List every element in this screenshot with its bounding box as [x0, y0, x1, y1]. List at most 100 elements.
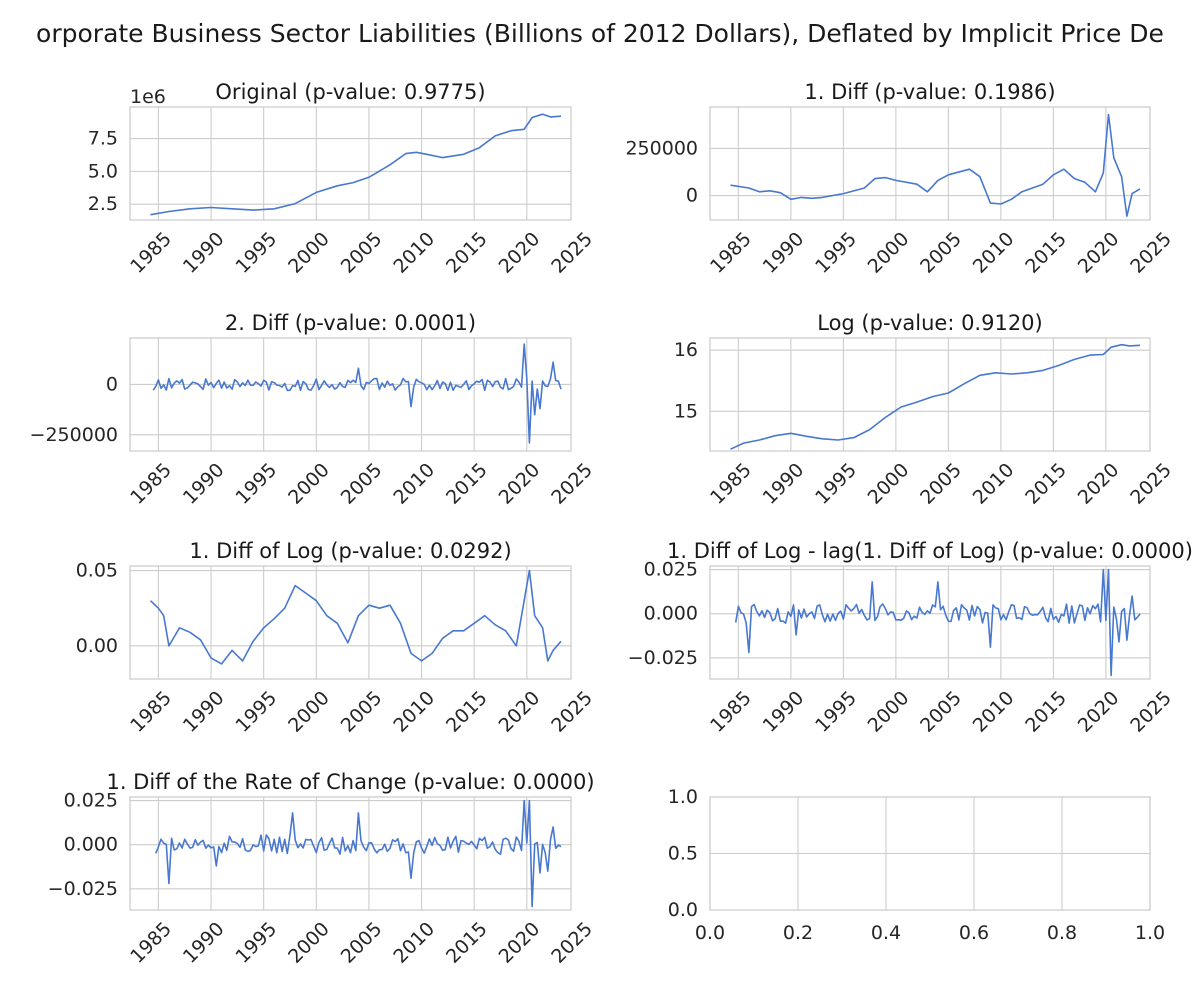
series-line [152, 343, 562, 444]
y-tick-label: 16 [674, 339, 698, 361]
y-tick-label: 0.00 [76, 635, 118, 657]
x-tick-label: 2010 [389, 687, 439, 737]
axes-frame [129, 565, 572, 680]
x-tick-label: 0.2 [783, 922, 813, 944]
x-tick-label: 1990 [759, 687, 809, 737]
y-tick-label: 0.000 [644, 603, 698, 625]
x-tick-label: 1985 [706, 459, 756, 509]
y-tick-label: 7.5 [88, 128, 118, 150]
x-tick-label: 2005 [337, 918, 387, 968]
x-tick-label: 1995 [231, 918, 281, 968]
axes-frame [709, 337, 1151, 452]
subplot-6: −0.025 0.000 0.025 1985 1990 1995 2000 2005 2010… [628, 539, 1193, 737]
series-line [155, 799, 562, 908]
x-tick-label: 0.6 [959, 922, 989, 944]
x-tick-label: 2005 [916, 687, 966, 737]
subplot-title: 2. Diff (p-value: 0.0001) [225, 311, 476, 335]
axes-frame [709, 106, 1151, 221]
x-tick-label: 1985 [126, 228, 176, 278]
y-tick-label: 0.0 [668, 899, 698, 921]
x-tick-label: 2015 [1021, 228, 1071, 278]
x-tick-label: 1985 [706, 687, 756, 737]
y-tick-label: −250000 [30, 424, 118, 446]
x-tick-label: 2005 [337, 459, 387, 509]
y-tick-label: 0.5 [668, 843, 698, 865]
subplot-3: −250000 0 1985 1990 1995 2000 2005 2010 2015 2020… [30, 311, 597, 509]
y-tick-label: 0.05 [76, 560, 118, 582]
x-tick-label: 0.4 [871, 922, 901, 944]
x-tick-label: 2015 [442, 459, 492, 509]
axes-frame [129, 796, 572, 911]
subplot-title: 1. Diff of Log - lag(1. Diff of Log) (p-… [667, 539, 1193, 563]
y-tick-label: 0 [686, 185, 698, 207]
x-tick-label: 2020 [495, 459, 545, 509]
x-tick-label: 1995 [811, 459, 861, 509]
x-tick-label: 2000 [284, 687, 334, 737]
x-tick-label: 2025 [1126, 228, 1176, 278]
x-tick-label: 2000 [284, 459, 334, 509]
subplot-7: −0.025 0.000 0.025 1985 1990 1995 2000 2005 2010… [48, 770, 597, 968]
series-line [149, 569, 562, 665]
subplot-2: 0 250000 1985 1990 1995 2000 2005 2010 2015 2020 2… [625, 80, 1175, 278]
x-tick-label: 2025 [547, 459, 597, 509]
x-tick-label: 1995 [231, 228, 281, 278]
y-tick-label: 0 [106, 373, 118, 395]
x-tick-label: 2010 [389, 228, 439, 278]
x-tick-label: 2025 [1126, 687, 1176, 737]
x-tick-label: 2025 [547, 918, 597, 968]
x-tick-label: 2005 [916, 228, 966, 278]
subplot-title: 1. Diff of Log (p-value: 0.0292) [189, 539, 511, 563]
y-tick-label: 1.0 [668, 786, 698, 808]
x-tick-label: 2000 [864, 228, 914, 278]
x-tick-label: 2010 [969, 228, 1019, 278]
x-tick-label: 1985 [126, 918, 176, 968]
x-tick-label: 1995 [231, 687, 281, 737]
x-tick-label: 1985 [126, 687, 176, 737]
x-tick-label: 2000 [864, 687, 914, 737]
x-tick-label: 1990 [179, 687, 229, 737]
x-tick-label: 1985 [706, 228, 756, 278]
subplot-4: 15 16 1985 1990 1995 2000 2005 2010 2015 2020 2025… [674, 311, 1176, 509]
y-tick-label: 5.0 [88, 160, 118, 182]
x-tick-label: 2005 [337, 687, 387, 737]
x-tick-label: 2020 [1074, 459, 1124, 509]
x-tick-label: 1985 [126, 459, 176, 509]
x-tick-label: 2000 [284, 228, 334, 278]
x-tick-label: 2025 [1126, 459, 1176, 509]
x-tick-label: 1995 [231, 459, 281, 509]
x-tick-label: 0.0 [695, 922, 725, 944]
axes-frame [129, 337, 572, 452]
x-tick-label: 2010 [389, 459, 439, 509]
subplot-title: 1. Diff (p-value: 0.1986) [804, 80, 1055, 104]
axes-frame [129, 106, 572, 221]
x-tick-label: 1990 [759, 459, 809, 509]
x-tick-label: 2000 [864, 459, 914, 509]
x-tick-label: 2025 [547, 687, 597, 737]
x-tick-label: 2020 [1074, 228, 1124, 278]
x-tick-label: 2010 [969, 687, 1019, 737]
figure-suptitle: orporate Business Sector Liabilities (Bi… [36, 19, 1164, 48]
x-tick-label: 1990 [179, 228, 229, 278]
subplot-title: Log (p-value: 0.9120) [817, 311, 1043, 335]
y-tick-label: 0.000 [64, 834, 118, 856]
subplot-8: 0.0 0.5 1.0 0.0 0.2 0.4 0.6 0.8 1.0 [668, 786, 1165, 944]
x-tick-label: 2020 [495, 918, 545, 968]
x-tick-label: 2015 [442, 687, 492, 737]
x-tick-label: 2015 [1021, 687, 1071, 737]
x-tick-label: 2020 [495, 687, 545, 737]
x-tick-label: 2020 [1074, 687, 1124, 737]
subplot-5: 0.00 0.05 1985 1990 1995 2000 2005 2010 2015 2020… [76, 539, 597, 737]
x-tick-label: 1990 [179, 918, 229, 968]
series-line [730, 113, 1141, 217]
axes-frame [709, 796, 1151, 911]
x-tick-label: 1990 [759, 228, 809, 278]
y-tick-label: −0.025 [628, 647, 698, 669]
x-tick-label: 2010 [389, 918, 439, 968]
x-tick-label: 2025 [547, 228, 597, 278]
y-tick-label: 0.025 [64, 790, 118, 812]
subplot-title: 1. Diff of the Rate of Change (p-value: … [106, 770, 594, 794]
x-tick-label: 2020 [495, 228, 545, 278]
